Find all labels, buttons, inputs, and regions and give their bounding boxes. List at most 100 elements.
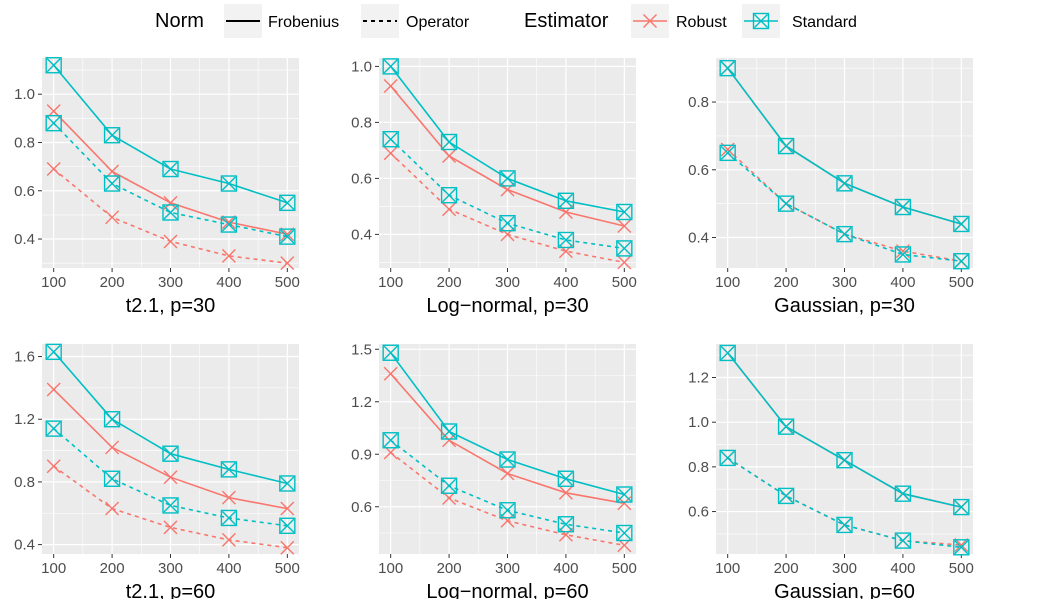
x-tick-label: 300 (495, 560, 520, 577)
y-tick-label: 0.6 (351, 170, 372, 187)
legend-key-standard (744, 12, 778, 30)
y-tick-label: 0.4 (14, 231, 35, 248)
x-tick-label: 100 (378, 274, 403, 291)
data-point-standard (616, 486, 633, 503)
data-point-standard (162, 445, 179, 462)
facet-title: t2.1, p=60 (126, 581, 216, 599)
x-tick-label: 400 (890, 274, 915, 291)
y-tick-label: 1.0 (688, 414, 709, 431)
data-point-robust (280, 227, 295, 242)
data-point-standard (499, 502, 516, 519)
data-point-standard (557, 231, 575, 249)
robust-key-marker (643, 14, 657, 28)
facet-panel: 100 200 300 400 500 0.6 0.8 1.0 1.2 Gaussian, p=6… (688, 344, 974, 603)
facet-title: Gaussian, p=30 (774, 295, 915, 317)
data-point-standard (103, 470, 121, 487)
y-tick-label: 0.8 (351, 114, 372, 131)
y-tick-label: 0.8 (688, 459, 709, 476)
x-tick-label: 400 (216, 560, 241, 577)
data-point-standard (719, 59, 736, 77)
y-tick-label: 0.6 (351, 499, 372, 516)
series-line-standard-operator (727, 152, 962, 262)
facet-title: Gaussian, p=60 (774, 581, 915, 599)
data-point-standard (162, 204, 179, 221)
data-point-standard (440, 186, 458, 204)
x-tick-label: 500 (949, 560, 974, 577)
data-point-standard (894, 198, 912, 216)
data-point-standard (953, 539, 970, 556)
legend-label-standard: Standard (792, 14, 857, 31)
data-point-robust (163, 470, 178, 485)
data-point-standard (279, 194, 296, 212)
data-point-standard (616, 240, 633, 257)
data-point-standard (103, 127, 121, 144)
data-point-robust (46, 162, 61, 177)
data-point-robust (442, 202, 457, 217)
data-point-standard (499, 214, 516, 232)
x-tick-label: 100 (378, 560, 403, 577)
data-point-standard (616, 524, 633, 542)
y-tick-label: 0.8 (688, 94, 709, 111)
data-point-standard (162, 497, 179, 514)
data-point-standard (279, 517, 296, 534)
y-tick-label: 1.0 (351, 58, 372, 75)
x-tick-label: 500 (275, 560, 300, 577)
facet-panel: 100 200 300 400 500 0.4 0.8 1.2 1.6 t2.1, p=60 (14, 343, 300, 603)
x-tick-label: 300 (495, 274, 520, 291)
data-point-robust (105, 210, 120, 225)
data-point-standard (499, 451, 516, 468)
y-tick-label: 1.2 (14, 411, 35, 428)
x-tick-label: 500 (275, 274, 300, 291)
data-point-standard (220, 175, 238, 192)
data-point-robust (280, 501, 295, 516)
x-tick-label: 200 (100, 560, 125, 577)
data-point-standard (440, 133, 458, 151)
data-point-robust (500, 513, 515, 528)
data-point-robust (558, 485, 573, 500)
data-point-robust (558, 527, 573, 542)
facet-panel: 100 200 300 400 500 0.4 0.6 0.8 Gaussian, p=30 (688, 58, 974, 317)
data-point-robust (105, 440, 120, 455)
data-point-robust (280, 540, 295, 555)
data-point-robust (221, 215, 236, 230)
data-point-standard (45, 420, 62, 437)
y-tick-label: 0.4 (351, 226, 372, 243)
x-tick-label: 400 (216, 274, 241, 291)
x-tick-label: 300 (832, 560, 857, 577)
data-point-standard (836, 175, 853, 192)
data-point-standard (45, 57, 62, 74)
data-point-robust (221, 248, 236, 263)
data-point-robust (163, 520, 178, 535)
y-tick-label: 0.9 (351, 446, 372, 463)
x-tick-label: 300 (832, 274, 857, 291)
data-point-standard (557, 516, 575, 533)
y-tick-label: 0.6 (688, 162, 709, 179)
data-point-robust (163, 234, 178, 249)
y-tick-label: 0.4 (14, 537, 35, 554)
data-point-robust (383, 146, 398, 161)
legend-label-robust: Robust (676, 14, 727, 31)
data-point-robust (221, 532, 236, 547)
legend-label-frobenius: Frobenius (268, 14, 339, 31)
y-tick-label: 0.4 (688, 230, 709, 247)
data-point-robust (221, 490, 236, 505)
y-tick-label: 0.8 (14, 474, 35, 491)
series-line-robust-operator (53, 465, 288, 549)
y-tick-label: 1.0 (14, 86, 35, 103)
y-tick-label: 1.2 (688, 370, 709, 387)
data-point-standard (162, 160, 179, 178)
data-point-standard (45, 114, 62, 132)
legend-label-operator: Operator (406, 14, 470, 31)
x-tick-label: 200 (437, 560, 462, 577)
x-tick-label: 500 (949, 274, 974, 291)
legend-title-estimator: Estimator (524, 10, 609, 32)
data-point-standard (777, 137, 795, 155)
x-tick-label: 200 (100, 274, 125, 291)
x-tick-label: 200 (774, 274, 799, 291)
data-point-standard (382, 344, 399, 361)
y-tick-label: 1.5 (351, 341, 372, 358)
facet-title: Log−normal, p=60 (426, 581, 588, 599)
data-point-standard (279, 228, 296, 245)
data-point-robust (383, 366, 398, 381)
